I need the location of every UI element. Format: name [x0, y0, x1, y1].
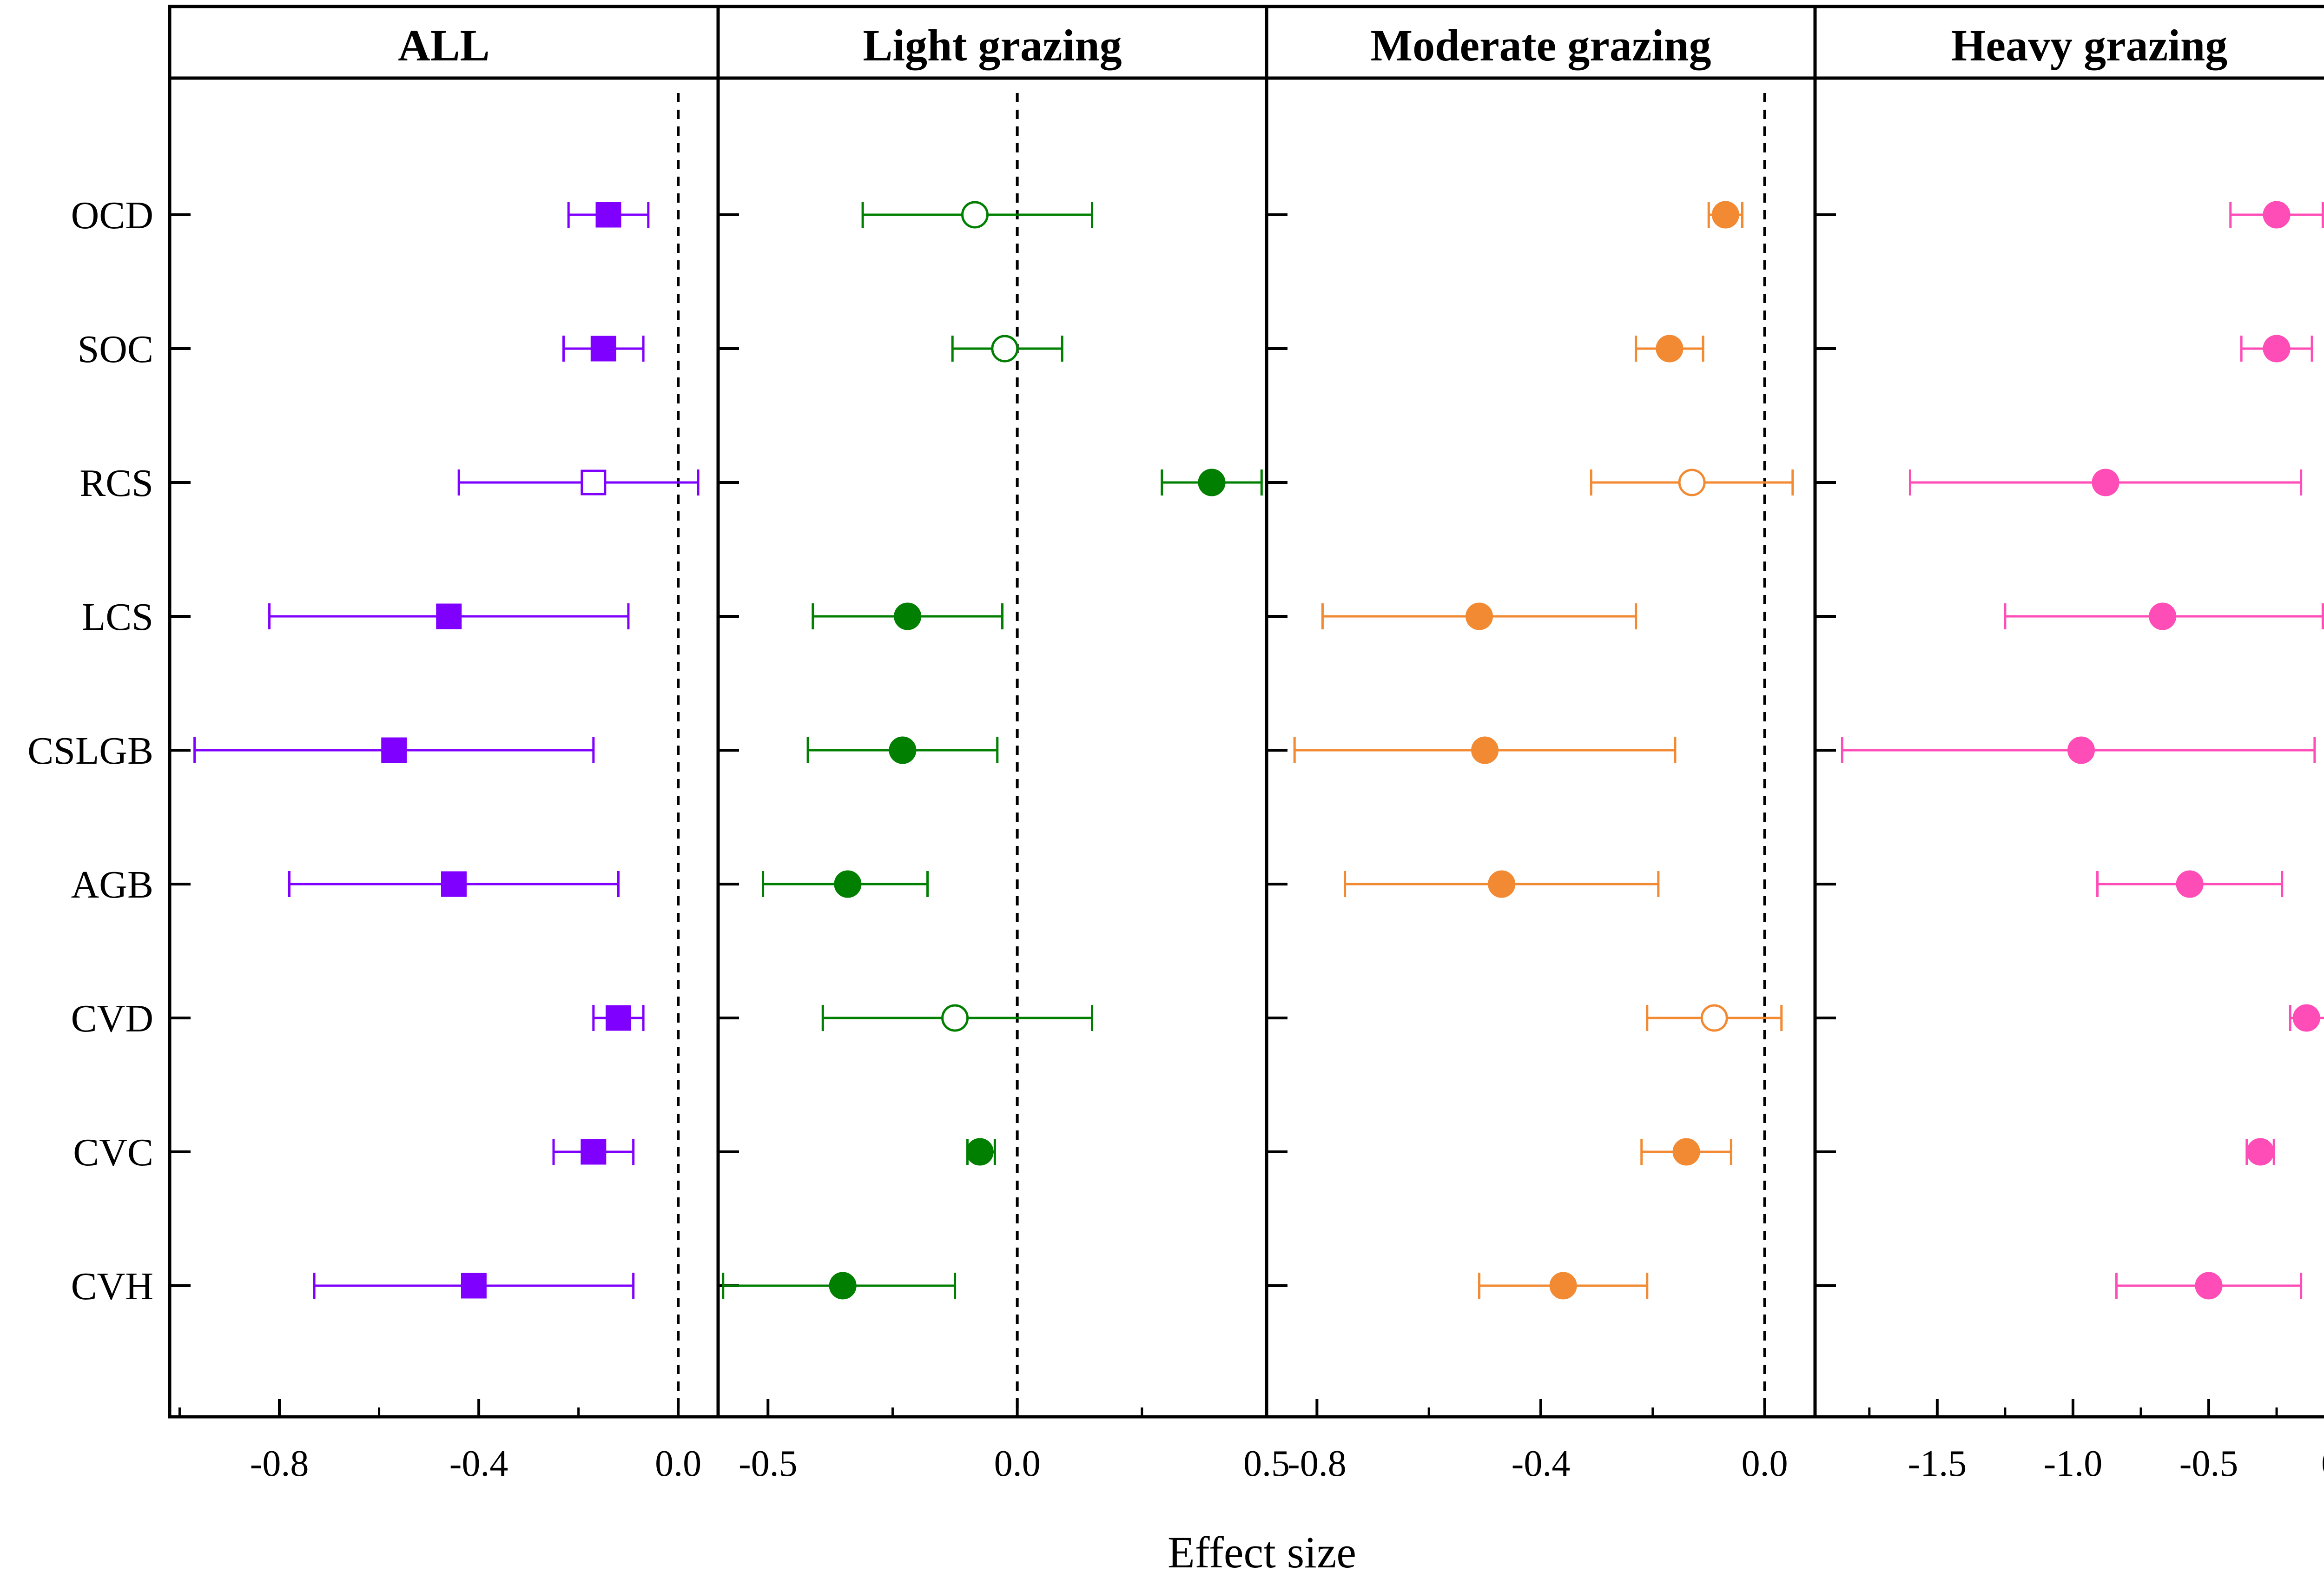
- x-tick-label: -0.5: [2179, 1443, 2238, 1484]
- marker-cslgb: [889, 736, 917, 764]
- marker-ocd: [1711, 201, 1739, 229]
- marker-rcs: [1678, 469, 1706, 496]
- panel-header-box: [168, 5, 720, 80]
- panel-moderate-grazing: Moderate grazing -0.8 -0.4 0.0: [1265, 5, 1817, 1484]
- marker-agb: [1488, 870, 1516, 898]
- marker-rcs: [581, 469, 607, 496]
- y-tick-label-cslgb: CSLGB: [27, 729, 153, 773]
- marker-rcs: [2092, 469, 2119, 496]
- marker-cvh: [2195, 1272, 2223, 1300]
- marker-lcs: [894, 602, 922, 630]
- x-tick-label: -0.8: [250, 1443, 309, 1484]
- y-tick-label-cvh: CVH: [71, 1265, 153, 1308]
- panel-frame: [1265, 76, 1817, 1419]
- marker-lcs: [2149, 602, 2177, 630]
- x-tick-label: -0.4: [1512, 1443, 1571, 1484]
- y-tick-label-rcs: RCS: [79, 462, 153, 505]
- panel-all: ALL -0.8 -0.4 0.0: [168, 5, 720, 1484]
- x-tick-label: 0.5: [1243, 1443, 1290, 1484]
- marker-ocd: [595, 202, 621, 228]
- marker-soc: [590, 336, 616, 362]
- marker-cvd: [605, 1005, 631, 1031]
- marker-soc: [2263, 335, 2291, 363]
- panel-title: Light grazing: [863, 20, 1122, 70]
- marker-rcs: [1198, 469, 1226, 496]
- marker-cvd: [941, 1004, 969, 1032]
- x-tick-label: -1.5: [1908, 1443, 1967, 1484]
- marker-agb: [834, 870, 862, 898]
- panel-header-box: [1265, 5, 1817, 80]
- marker-cslgb: [381, 737, 407, 763]
- marker-cvc: [581, 1139, 607, 1165]
- panel-heavy-grazing: Heavy grazing -1.5 -1.0 -0.5 0.0: [1813, 5, 2324, 1484]
- marker-cvd: [2292, 1004, 2320, 1032]
- x-tick-label: 0.0: [655, 1443, 701, 1484]
- panel-frame: [1813, 76, 2324, 1419]
- panel-frame: [716, 76, 1268, 1419]
- x-tick-label: 0.0: [994, 1443, 1041, 1484]
- x-tick-label: -0.5: [739, 1443, 798, 1484]
- marker-agb: [441, 871, 467, 897]
- marker-soc: [991, 335, 1019, 363]
- marker-cvh: [1549, 1272, 1577, 1300]
- x-tick-label: 0.0: [2321, 1443, 2324, 1484]
- marker-ocd: [961, 201, 989, 229]
- marker-cvc: [966, 1138, 994, 1166]
- panel-light-grazing: Light grazing -0.5 0.0 0.5: [716, 5, 1290, 1484]
- marker-cvd: [1700, 1004, 1728, 1032]
- panel-title: Moderate grazing: [1370, 20, 1711, 70]
- marker-agb: [2176, 870, 2204, 898]
- y-tick-label-cvd: CVD: [71, 997, 153, 1040]
- marker-cvh: [461, 1273, 487, 1299]
- y-tick-label-cvc: CVC: [73, 1131, 153, 1174]
- panel-header-box: [1813, 5, 2324, 80]
- marker-lcs: [436, 603, 462, 629]
- panel-title: ALL: [398, 20, 489, 70]
- x-tick-label: -0.8: [1287, 1443, 1347, 1484]
- y-tick-label-soc: SOC: [78, 328, 153, 371]
- y-tick-label-agb: AGB: [71, 863, 153, 906]
- panel-frame: [168, 76, 720, 1419]
- marker-soc: [1656, 335, 1684, 363]
- marker-cslgb: [2067, 736, 2095, 764]
- panel-title: Heavy grazing: [1951, 20, 2228, 70]
- x-axis-title: Effect size: [1168, 1527, 1356, 1577]
- marker-cvc: [2246, 1138, 2274, 1166]
- x-tick-label: -1.0: [2044, 1443, 2103, 1484]
- marker-cslgb: [1471, 736, 1499, 764]
- marker-cvh: [829, 1272, 857, 1300]
- marker-ocd: [2263, 201, 2291, 229]
- x-tick-label: 0.0: [1742, 1443, 1788, 1484]
- x-tick-label: -0.4: [449, 1443, 508, 1484]
- y-tick-label-ocd: OCD: [71, 194, 153, 237]
- category-labels: OCD SOC RCS LCS CSLGB AGB CVD CVC CVH: [27, 194, 153, 1308]
- marker-cvc: [1672, 1138, 1700, 1166]
- y-tick-label-lcs: LCS: [82, 595, 153, 639]
- marker-lcs: [1466, 602, 1493, 630]
